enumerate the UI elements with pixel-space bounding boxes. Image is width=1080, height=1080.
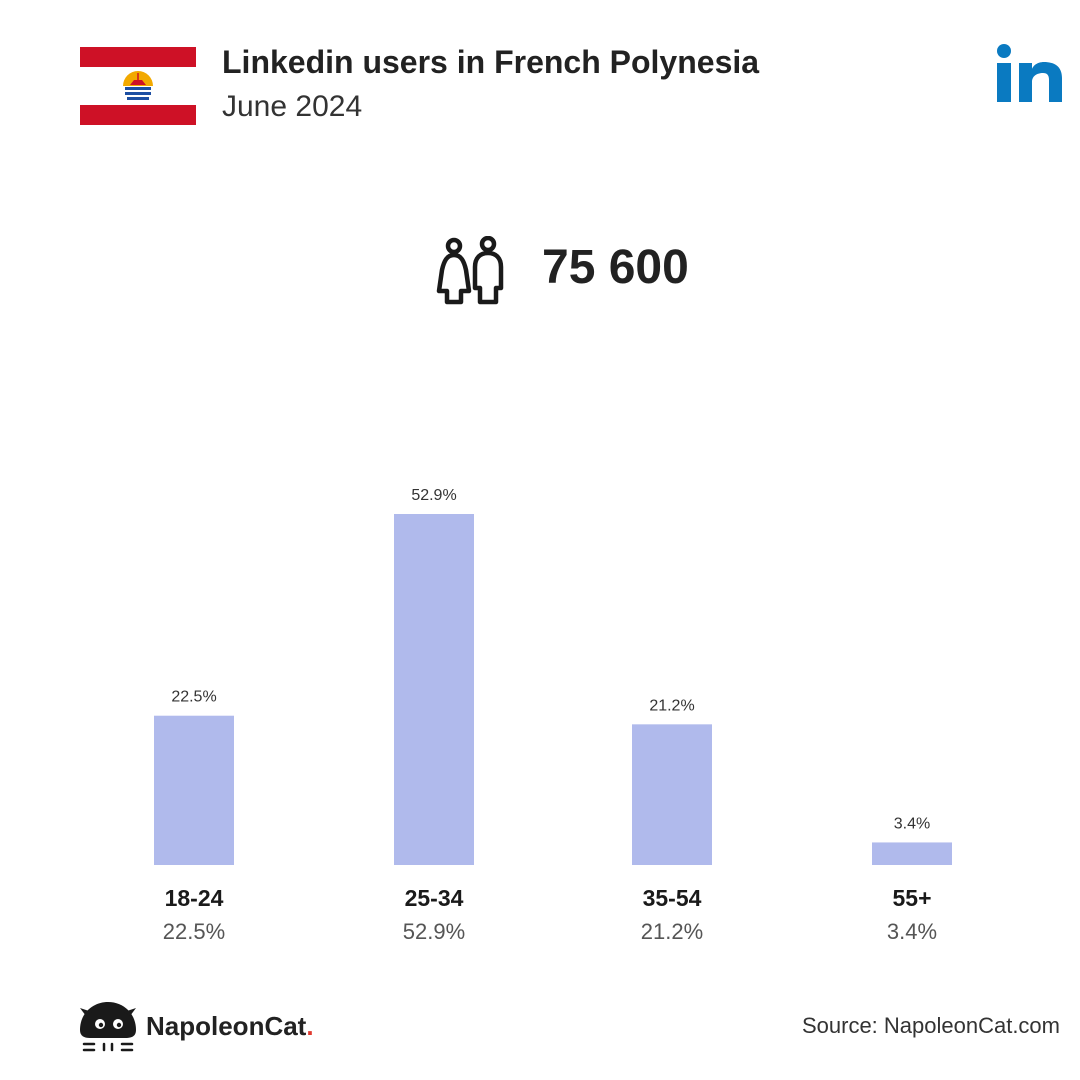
age-distribution-chart: 22.5% 18-24 22.5% 52.9% 25-34 52.9% 21.2% 35-54… — [154, 487, 952, 944]
bar-55+ — [872, 842, 952, 865]
page-title: Linkedin users in French Polynesia — [222, 44, 760, 80]
napoleoncat-brand: NapoleonCat. — [78, 1000, 314, 1052]
linkedin-logo-icon — [997, 44, 1062, 102]
category-percent-label: 3.4% — [887, 919, 937, 944]
bar-value-label: 3.4% — [894, 815, 930, 832]
category-percent-label: 52.9% — [403, 919, 465, 944]
category-label: 55+ — [892, 885, 931, 911]
total-users-value: 75 600 — [542, 241, 689, 294]
bar-18-24 — [154, 715, 234, 865]
category-label: 18-24 — [165, 885, 224, 911]
category-label: 25-34 — [405, 885, 464, 911]
french-polynesia-flag-icon — [80, 47, 196, 125]
bar-value-label: 21.2% — [649, 697, 694, 714]
bar-value-label: 22.5% — [171, 689, 216, 706]
category-percent-label: 21.2% — [641, 919, 703, 944]
bar-35-54 — [632, 724, 712, 865]
source-text: Source: NapoleonCat.com — [801, 1013, 1060, 1038]
brand-name: NapoleonCat. — [146, 1011, 314, 1042]
napoleoncat-mascot-icon — [80, 1002, 136, 1052]
brand-dot: . — [306, 1010, 314, 1041]
bar-25-34 — [394, 514, 474, 865]
brand-name-text: NapoleonCat — [146, 1010, 307, 1041]
category-label: 35-54 — [643, 885, 702, 911]
users-icon — [436, 236, 504, 305]
category-percent-label: 22.5% — [163, 919, 225, 944]
page-subtitle: June 2024 — [222, 90, 363, 123]
bar-value-label: 52.9% — [411, 487, 456, 504]
